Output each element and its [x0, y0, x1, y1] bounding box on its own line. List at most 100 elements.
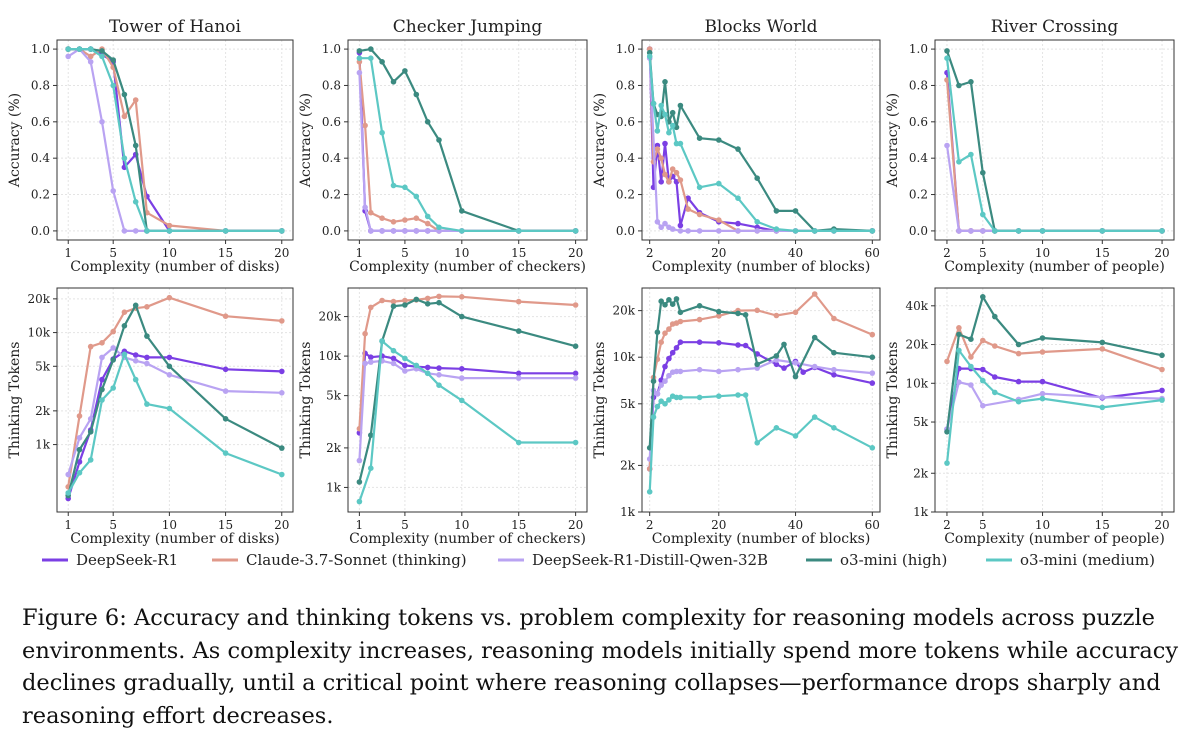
x-tick-label: 15: [218, 246, 233, 260]
data-point: [222, 450, 229, 456]
data-point: [662, 378, 668, 385]
x-tick-label: 1: [64, 518, 72, 532]
series-line: [358, 359, 576, 461]
data-point: [1099, 404, 1106, 411]
data-point: [677, 102, 684, 109]
y-tick-label: 2k: [326, 441, 342, 455]
data-point: [379, 129, 385, 136]
data-point: [99, 376, 105, 383]
series-line: [648, 52, 873, 232]
data-point: [1099, 339, 1106, 346]
data-point: [658, 224, 664, 231]
data-point: [980, 228, 986, 234]
data-point: [646, 53, 653, 60]
series-line: [945, 349, 1163, 464]
series-o3-mini-high: [646, 296, 876, 451]
y-tick-label: 20k: [318, 310, 341, 324]
data-point: [650, 100, 657, 107]
data-point: [413, 228, 420, 234]
data-point: [735, 310, 741, 317]
data-point: [666, 129, 672, 136]
data-point: [956, 82, 962, 89]
y-tick-label: 0.4: [322, 151, 341, 165]
data-point: [76, 446, 83, 453]
data-point: [773, 357, 780, 363]
data-point: [424, 119, 431, 125]
data-point: [956, 331, 962, 338]
series-o3-mini-medium: [356, 338, 579, 505]
data-point: [831, 372, 837, 378]
data-point: [968, 363, 974, 370]
y-axis-label: Accuracy (%): [298, 93, 314, 188]
data-point: [831, 228, 837, 234]
x-tick-label: 15: [511, 518, 526, 532]
data-point: [773, 353, 780, 359]
series-line: [648, 56, 873, 232]
data-point: [677, 309, 684, 316]
series-o3-mini-medium: [65, 351, 285, 496]
data-point: [696, 211, 703, 218]
data-point: [662, 220, 668, 227]
series-deepseek-r1-distill-qwen-32b: [65, 46, 285, 234]
data-point: [121, 323, 128, 329]
data-point: [144, 401, 150, 407]
data-point: [669, 109, 676, 116]
data-point: [65, 471, 71, 478]
data-point: [716, 217, 722, 223]
data-point: [572, 228, 579, 234]
data-point: [1039, 228, 1046, 234]
data-point: [121, 113, 128, 120]
series-line: [648, 49, 873, 232]
data-point: [968, 336, 974, 343]
data-point: [666, 297, 672, 303]
data-point: [222, 313, 229, 320]
data-point: [390, 228, 397, 234]
data-point: [166, 294, 173, 301]
data-point: [413, 215, 420, 221]
data-point: [222, 366, 229, 373]
data-point: [87, 343, 94, 350]
data-point: [831, 425, 837, 431]
x-tick-label: 20: [274, 518, 289, 532]
x-tick-label: 60: [865, 246, 880, 260]
series-line: [648, 292, 873, 469]
data-point: [390, 360, 397, 367]
data-point: [980, 169, 986, 176]
data-point: [144, 333, 150, 339]
data-point: [811, 414, 818, 420]
data-point: [696, 303, 703, 309]
data-point: [1159, 352, 1165, 359]
x-tick-label: 1: [64, 246, 72, 260]
data-point: [222, 388, 229, 394]
data-point: [754, 440, 760, 446]
series-line: [648, 49, 873, 232]
data-point: [459, 228, 465, 234]
data-point: [968, 79, 974, 85]
y-tick-label: 5k: [35, 359, 51, 373]
data-point: [76, 435, 83, 441]
data-point: [792, 208, 799, 214]
data-point: [87, 457, 94, 463]
y-tick-label: 0.0: [322, 224, 341, 238]
data-point: [459, 208, 465, 214]
data-point: [132, 142, 139, 149]
data-point: [673, 345, 680, 351]
x-tick-label: 5: [401, 518, 409, 532]
data-point: [677, 394, 684, 401]
series-claude-3-7-sonnet-thinking: [944, 325, 1165, 373]
data-point: [811, 291, 818, 297]
data-point: [222, 416, 229, 422]
y-tick-label: 0.0: [31, 224, 50, 238]
series-line: [945, 79, 1162, 232]
x-axis-label: Complexity (number of people): [944, 259, 1165, 275]
data-point: [754, 219, 760, 225]
data-point: [673, 169, 680, 176]
data-point: [436, 372, 442, 378]
data-point: [662, 330, 668, 337]
y-tick-label: 5k: [913, 415, 929, 429]
x-axis-label: Complexity (number of disks): [70, 531, 279, 547]
x-tick-label: 10: [454, 246, 469, 260]
data-point: [132, 302, 139, 309]
data-point: [166, 222, 173, 229]
